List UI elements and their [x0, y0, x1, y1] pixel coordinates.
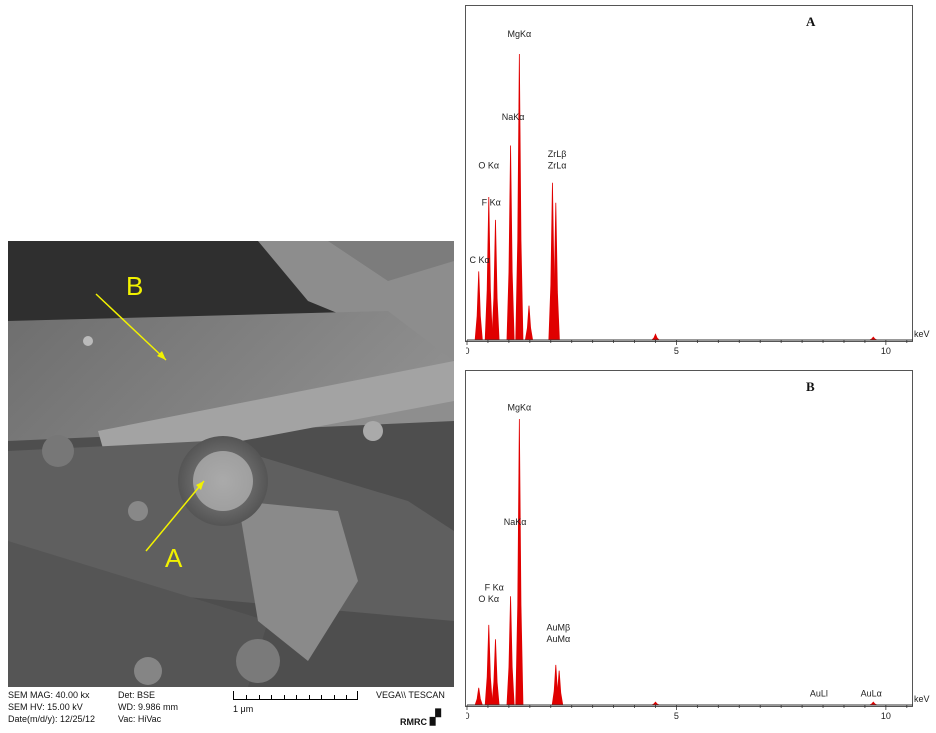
peak-label-b: F Kα [485, 583, 504, 593]
sem-label-a: A [165, 543, 183, 573]
sem-date: Date(m/d/y): 12/25/12 [8, 714, 96, 724]
scale-label: 1 μm [233, 704, 254, 714]
spectrum-peak-a [474, 271, 483, 341]
sem-wd: WD: 9.986 mm [118, 702, 179, 712]
microscope-brand: VEGA\\ TESCAN [376, 690, 445, 700]
peak-label-b: AuMβ [546, 623, 570, 633]
spectrum-title-b: B [806, 379, 815, 394]
sem-vac: Vac: HiVac [118, 714, 162, 724]
lab-name: RMRC [400, 717, 427, 727]
peak-label-a: ZrLα [548, 160, 567, 170]
sem-info-bar: SEM MAG: 40.00 kx SEM HV: 15.00 kV Date(… [8, 689, 454, 733]
peak-label-a: F Kα [482, 198, 501, 208]
spectrum-peak-a [506, 145, 515, 341]
sem-hv: SEM HV: 15.00 kV [8, 702, 83, 712]
peak-label-b: MgKα [507, 402, 531, 412]
x-tick-label-b: 5 [674, 711, 679, 721]
sem-label-b: B [126, 271, 144, 301]
eds-spectrum-a: A 0 5 10 keV MgKα NaKα O Kα F Kα C Kα ZrLβ ZrLα [465, 5, 930, 356]
spectrum-peak-b [474, 687, 483, 706]
eds-spectrum-b: B 0 5 10 keV MgKα NaKα F Kα O Kα AuMβ AuMα AuLl AuLα [465, 370, 930, 721]
peak-label-a: C Kα [469, 255, 489, 265]
sem-det: Det: BSE [118, 690, 156, 700]
lab-logo-icon: ▞ [430, 709, 441, 725]
x-axis-label-b: keV [914, 694, 930, 704]
spectrum-peak-a [524, 305, 534, 341]
peak-label-a: NaKα [502, 112, 525, 122]
peak-label-b: AuMα [546, 634, 570, 644]
spectrum-peak-b [506, 596, 515, 706]
x-tick-label-b: 10 [881, 711, 891, 721]
spectrum-peak-b [484, 624, 493, 706]
peak-label-a: ZrLβ [548, 149, 567, 159]
peak-label-b: NaKα [504, 517, 527, 527]
sem-image-texture [8, 241, 454, 687]
spectrum-peak-a [484, 196, 493, 341]
peak-label-a: O Kα [478, 160, 499, 170]
spectrum-title-a: A [806, 14, 816, 29]
arrow-b [95, 293, 167, 361]
x-tick-label-a: 10 [881, 346, 891, 356]
arrow-a [145, 480, 205, 552]
spectrum-peak-a [515, 53, 524, 341]
sem-micrograph: B A [8, 241, 454, 687]
x-axis-label-a: keV [914, 329, 930, 339]
x-tick-label-b: 0 [466, 711, 470, 721]
peak-label-b: AuLl [810, 688, 828, 698]
spectrum-peak-b [491, 639, 500, 706]
spectrum-peak-b [515, 418, 524, 706]
spectrum-peak-a [491, 219, 500, 341]
sem-mag: SEM MAG: 40.00 kx [8, 690, 90, 700]
peak-label-b: O Kα [478, 594, 499, 604]
spectrum-peak-a [650, 333, 661, 341]
peak-label-a: MgKα [507, 29, 531, 39]
scale-bar [233, 691, 358, 700]
x-tick-label-a: 5 [674, 346, 679, 356]
peak-label-b: AuLα [861, 688, 882, 698]
x-tick-label-a: 0 [466, 346, 470, 356]
